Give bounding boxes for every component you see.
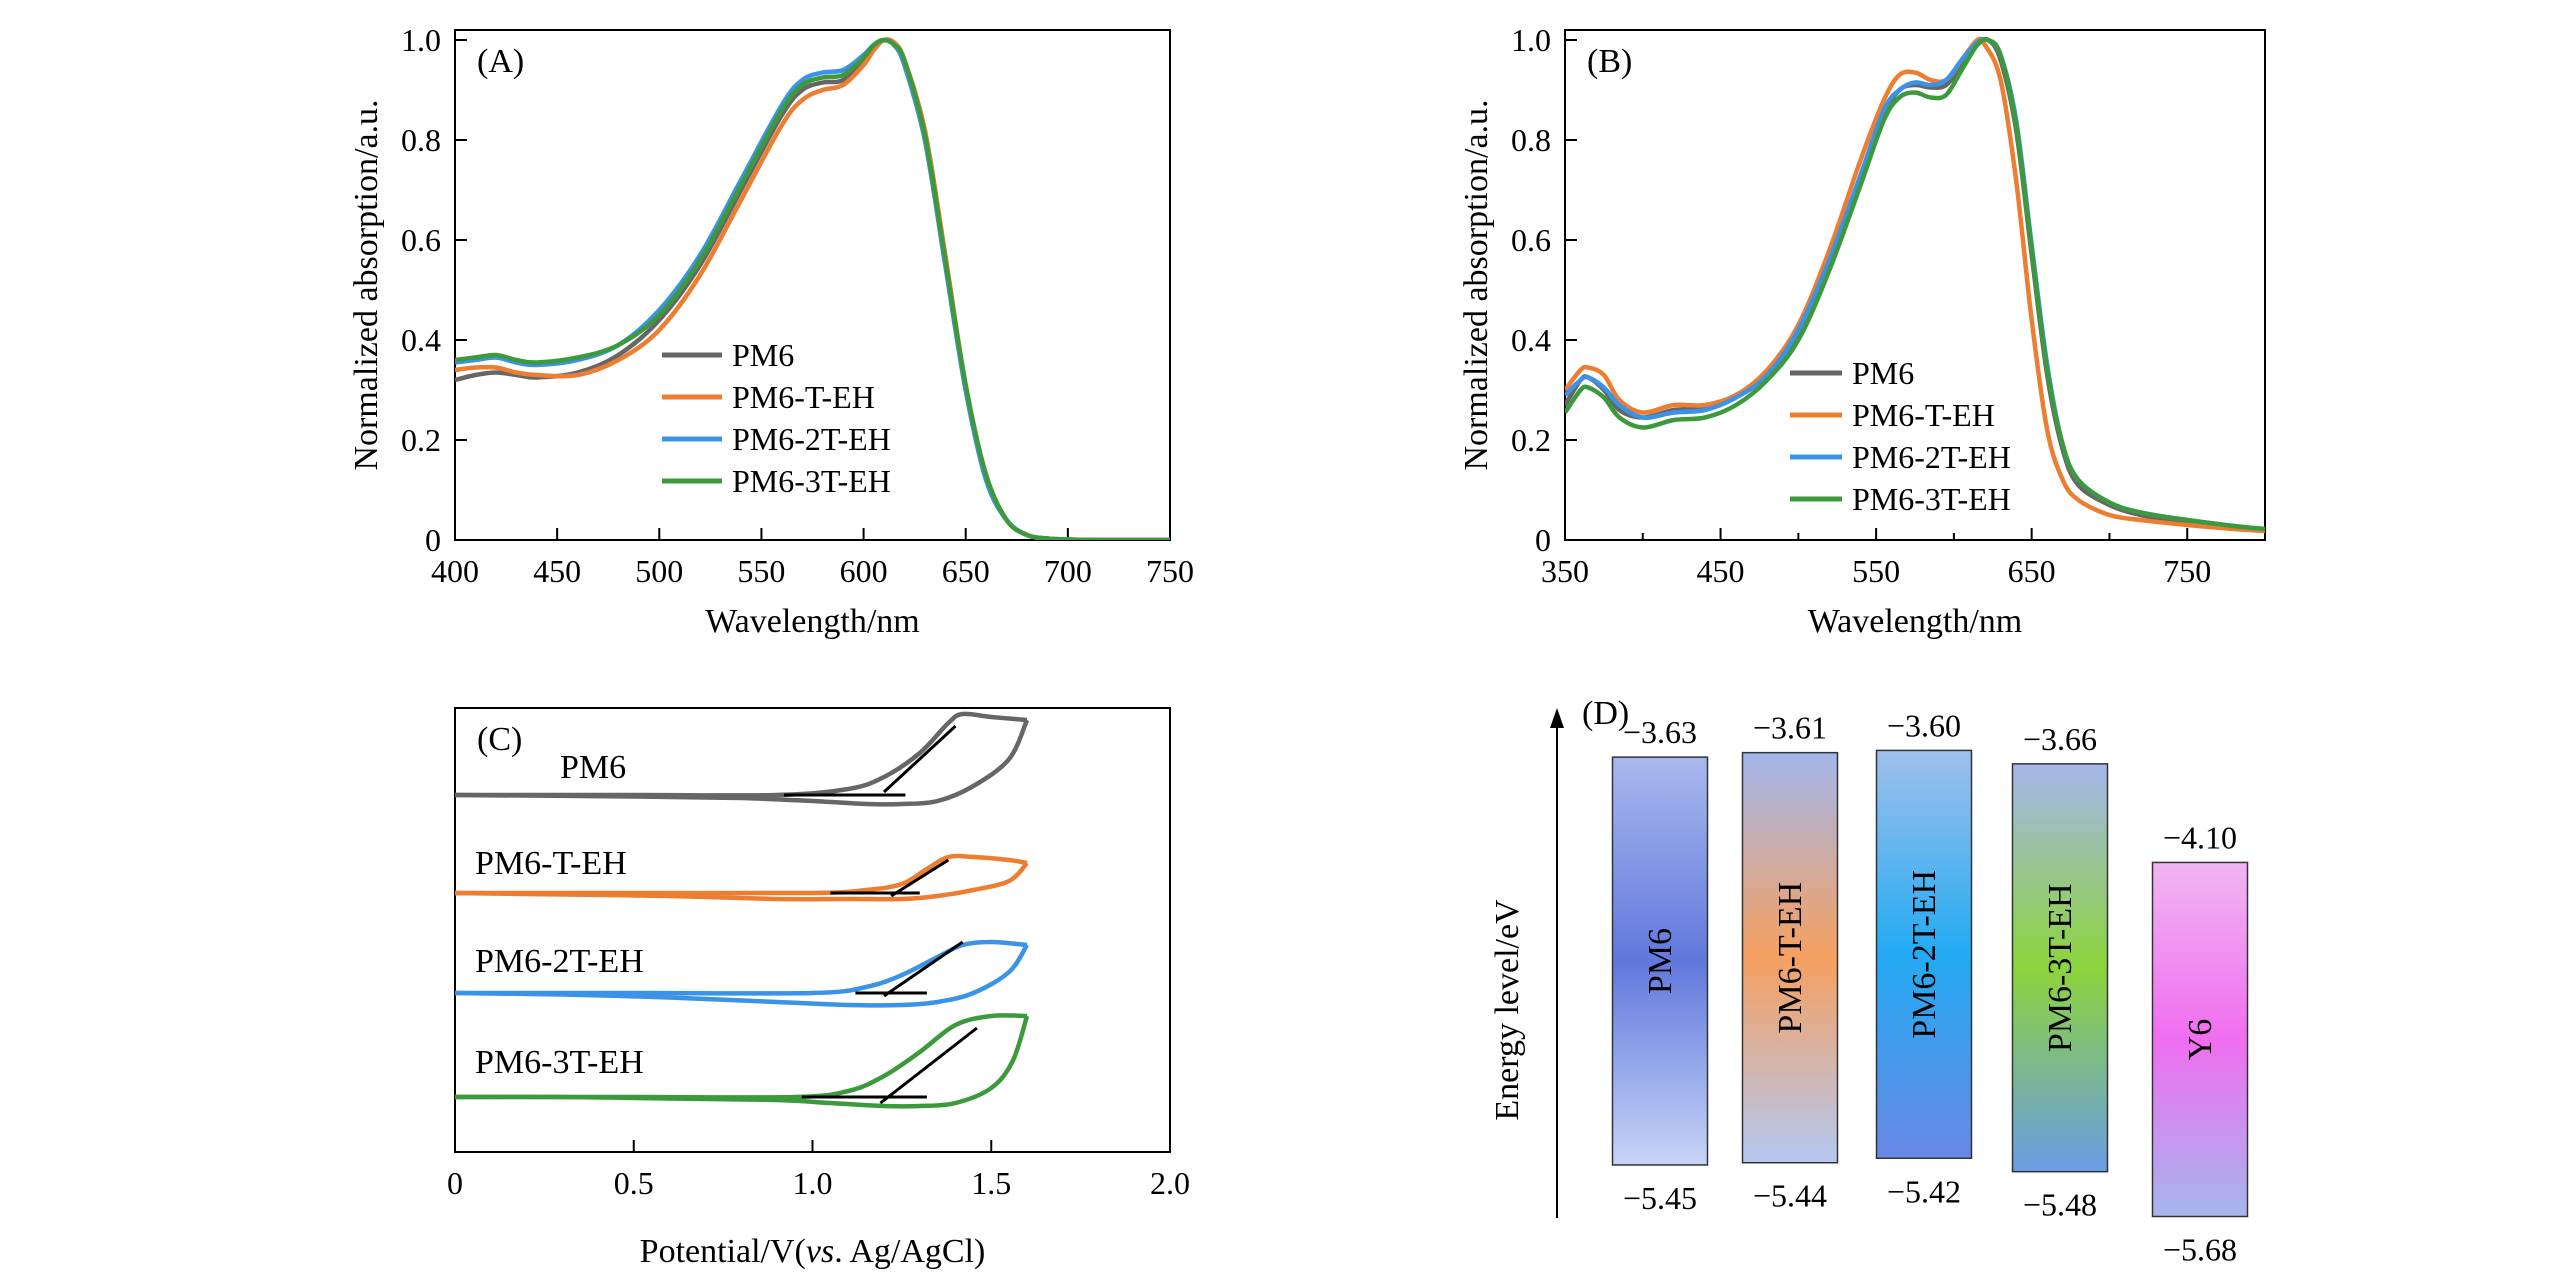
- legend-label: PM6-T-EH: [1852, 397, 1995, 433]
- cv-forward-scan: [454, 853, 1028, 896]
- trace-label: PM6-2T-EH: [475, 943, 644, 980]
- bar-name: PM6-T-EH: [1772, 882, 1809, 1034]
- cv-reverse-scan: [454, 719, 1030, 807]
- x-tick-label: 450: [1697, 553, 1745, 589]
- axis-arrow-icon: [1550, 708, 1564, 728]
- trace-label: PM6-T-EH: [475, 845, 627, 882]
- panel-0: 400 450 500 550 600 650 700 750 0 0.2 0.4 0.6 0.8 1.0…: [348, 22, 1194, 640]
- onset-tangent: [890, 858, 950, 898]
- plot-frame: [454, 29, 1171, 541]
- x-tick-label: 550: [1852, 553, 1900, 589]
- panel-label: (C): [477, 721, 522, 758]
- x-tick-label: 400: [431, 553, 479, 589]
- y-tick-label: 0.8: [1511, 122, 1551, 158]
- cv-reverse-scan: [454, 943, 1029, 1008]
- x-tick-label: 750: [2163, 553, 2211, 589]
- panel-label: (A): [477, 43, 524, 80]
- energy-bar: [2151, 861, 2249, 1218]
- legend-label: PM6-3T-EH: [1852, 481, 2011, 517]
- homo-label: −5.68: [2163, 1232, 2237, 1268]
- energy-bar: [1875, 749, 1973, 1160]
- bar-name: PM6-2T-EH: [1906, 870, 1943, 1039]
- y-axis-label: Normalized absorption/a.u.: [1458, 99, 1495, 470]
- bar-name: PM6-3T-EH: [2042, 883, 2079, 1052]
- cv-reverse-scan: [454, 861, 1029, 902]
- lumo-label: −3.60: [1887, 707, 1961, 743]
- x-tick-label: 0.5: [614, 1165, 654, 1201]
- energy-bar: [1741, 751, 1839, 1164]
- x-axis-label: Wavelength/nm: [705, 603, 919, 640]
- lumo-label: −3.63: [1623, 714, 1697, 750]
- legend-label: PM6-2T-EH: [1852, 439, 2011, 475]
- x-tick-label: 750: [1146, 553, 1194, 589]
- series-line: [1565, 36, 2265, 534]
- panel-label: (B): [1587, 43, 1632, 80]
- y-tick-label: 0.8: [401, 122, 441, 158]
- energy-bar: [2011, 763, 2109, 1173]
- homo-label: −5.45: [1623, 1180, 1697, 1216]
- lumo-label: −3.66: [2023, 721, 2097, 757]
- x-tick-label: 650: [942, 553, 990, 589]
- y-tick-label: 0.4: [401, 322, 441, 358]
- x-tick-label: 2.0: [1150, 1165, 1190, 1201]
- bar-name: PM6: [1642, 928, 1679, 994]
- series-line: [1565, 37, 2265, 532]
- x-axis-label: Potential/V(vs. Ag/AgCl): [640, 1233, 986, 1270]
- legend-label: PM6: [732, 337, 794, 373]
- x-tick-label: 0: [447, 1165, 463, 1201]
- homo-label: −5.44: [1753, 1178, 1827, 1214]
- trace-label: PM6-3T-EH: [475, 1044, 644, 1081]
- x-tick-label: 350: [1541, 553, 1589, 589]
- y-tick-label: 1.0: [1511, 22, 1551, 58]
- energy-bar: [1611, 756, 1709, 1166]
- lumo-label: −4.10: [2163, 819, 2237, 855]
- cv-forward-scan: [454, 939, 1028, 996]
- x-tick-label: 1.5: [971, 1165, 1011, 1201]
- y-tick-label: 0.2: [1511, 422, 1551, 458]
- onset-tangent: [883, 940, 964, 998]
- series-line: [455, 37, 1170, 540]
- x-tick-label: 650: [2008, 553, 2056, 589]
- homo-label: −5.48: [2023, 1187, 2097, 1223]
- onset-tangent: [879, 1026, 978, 1105]
- x-tick-label: 550: [737, 553, 785, 589]
- y-tick-label: 0.6: [401, 222, 441, 258]
- onset-tangent: [882, 724, 957, 794]
- y-axis-label: Normalized absorption/a.u.: [348, 99, 385, 470]
- cv-reverse-scan: [454, 1015, 1030, 1109]
- bar-name: Y6: [2182, 1019, 2219, 1061]
- y-tick-label: 0: [425, 522, 441, 558]
- y-tick-label: 1.0: [401, 22, 441, 58]
- panel-2: 0 0.5 1.0 1.5 2.0 Potential/V(vs. Ag/AgCl) (C)…: [447, 707, 1190, 1270]
- panel-1: 350 450 550 650 750 0 0.2 0.4 0.6 0.8 1.0 Wavelengt…: [1458, 22, 2266, 640]
- x-tick-label: 500: [635, 553, 683, 589]
- cv-forward-scan: [455, 711, 1028, 798]
- y-tick-label: 0.6: [1511, 222, 1551, 258]
- x-tick-label: 700: [1044, 553, 1092, 589]
- plot-frame: [1564, 29, 2266, 541]
- homo-label: −5.42: [1887, 1173, 1961, 1209]
- x-tick-label: 600: [840, 553, 888, 589]
- x-axis-label: Wavelength/nm: [1808, 603, 2022, 640]
- legend-label: PM6: [1852, 355, 1914, 391]
- y-tick-label: 0: [1535, 522, 1551, 558]
- x-tick-label: 1.0: [793, 1165, 833, 1201]
- y-tick-label: 0.2: [401, 422, 441, 458]
- legend-label: PM6-3T-EH: [732, 463, 891, 499]
- lumo-label: −3.61: [1753, 710, 1827, 746]
- legend-label: PM6-T-EH: [732, 379, 875, 415]
- legend-label: PM6-2T-EH: [732, 421, 891, 457]
- panel-3: Energy level/eV (D)−3.63 −5.45 PM6 −3.61 −5.4…: [1489, 695, 2249, 1268]
- y-axis-label: Energy level/eV: [1489, 899, 1526, 1121]
- trace-label: PM6: [560, 749, 626, 786]
- y-tick-label: 0.4: [1511, 322, 1551, 358]
- panel-label: (D): [1582, 695, 1629, 732]
- x-tick-label: 450: [533, 553, 581, 589]
